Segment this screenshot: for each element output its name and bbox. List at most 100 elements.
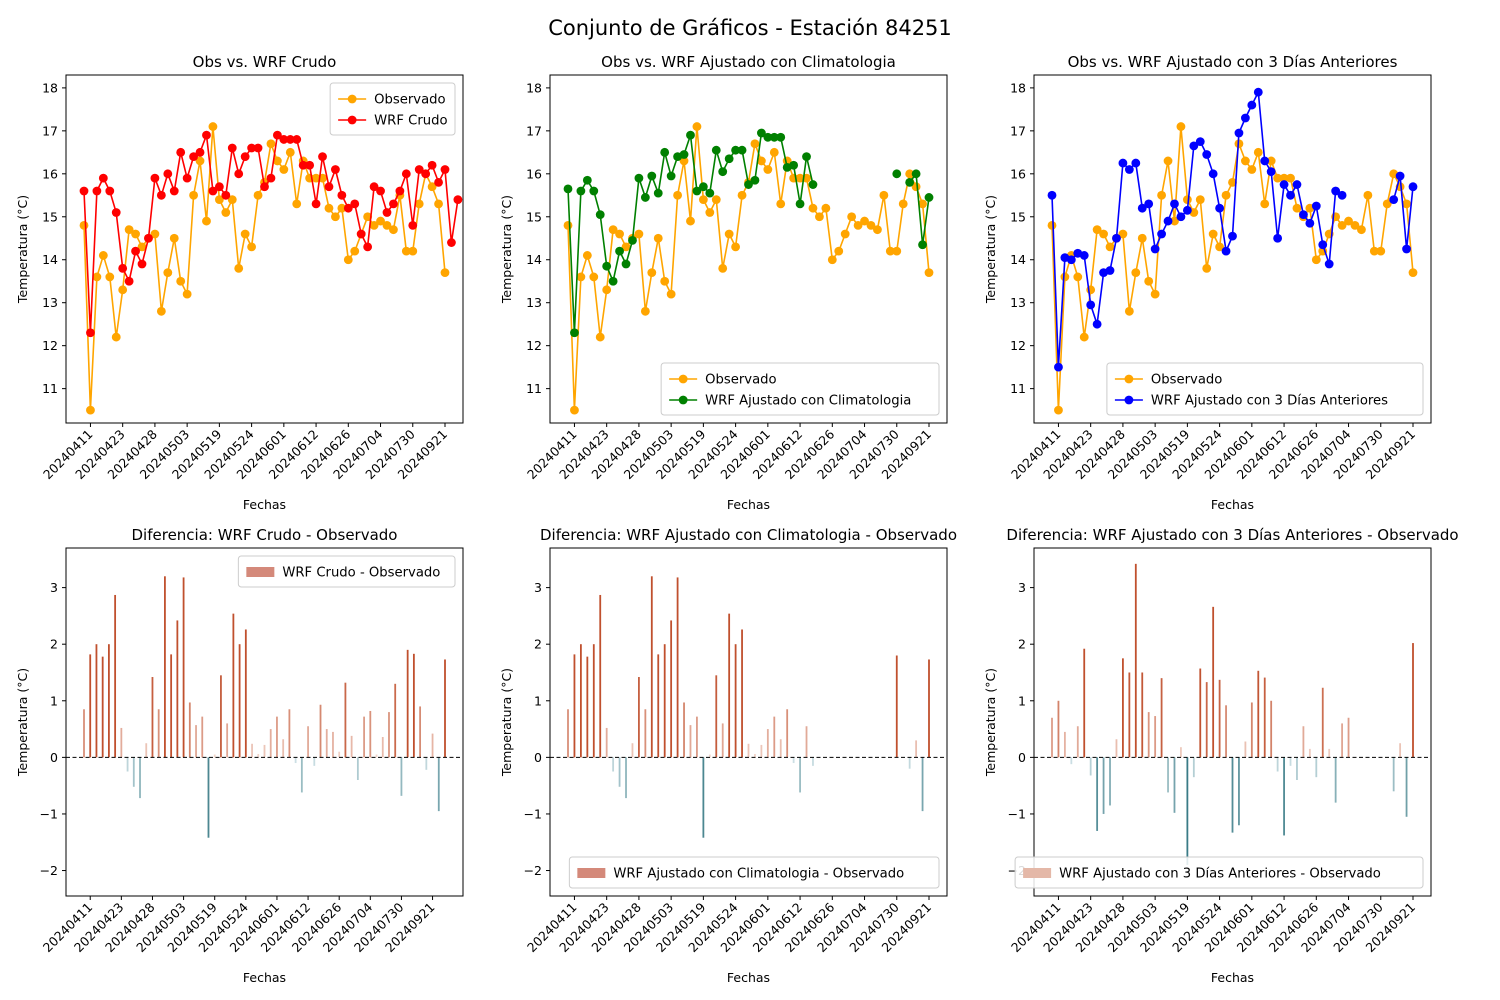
data-point [731,242,741,252]
data-point [1363,190,1373,200]
legend-swatch [246,567,275,577]
data-point [1124,306,1134,316]
data-point [311,199,321,209]
data-point [163,169,173,179]
bar [1180,747,1182,758]
bar [1341,723,1343,758]
bar [599,594,602,758]
data-point [434,199,443,209]
data-point [885,246,895,256]
data-point [879,190,889,200]
data-point [666,171,676,181]
data-point [1092,225,1102,235]
data-point [1215,203,1225,213]
legend: WRF Crudo - Observado [237,555,456,588]
data-point [150,173,160,183]
bar [363,716,365,758]
data-point [576,272,586,282]
data-point [318,152,327,162]
data-point [1131,158,1141,168]
bar [1102,757,1105,814]
data-point [873,225,882,235]
bar [676,577,679,758]
y-tick-label: 18 [42,80,58,95]
data-point [769,132,779,142]
plot-area [65,547,464,897]
legend-marker [678,374,688,384]
bar [1250,702,1253,758]
legend-label: WRF Ajustado con Climatologia [705,394,911,409]
data-point [247,242,257,252]
data-point [1408,268,1418,278]
data-point [750,175,760,185]
series-observed [563,122,934,415]
data-point [221,190,231,200]
bar [1321,687,1324,758]
legend-marker [347,94,357,104]
bar [741,629,743,758]
data-point [350,246,360,256]
data-point [866,220,876,230]
y-tick-label: 13 [42,295,58,310]
data-point [421,169,431,179]
data-point [731,145,741,155]
y-tick-label: 14 [1010,252,1026,267]
data-point [266,173,276,183]
data-point [266,139,276,149]
y-tick-label: 2 [534,637,542,652]
bar [394,683,397,758]
bar [338,751,341,758]
data-point [673,190,682,200]
bar [908,757,911,769]
legend: Observado WRF Crudo [329,82,456,136]
data-point [1131,268,1141,278]
y-tick-label: 17 [526,123,542,138]
y-tick-label: 11 [42,381,58,396]
bar [805,726,808,758]
y-tick-label: 1 [50,693,58,708]
bar [170,654,173,758]
data-point [124,276,134,286]
legend-label: WRF Ajustado con 3 Días Anteriores - Obs… [1059,866,1381,882]
bar [728,613,731,758]
data-point [827,255,837,265]
bar [444,659,446,758]
data-point [1402,199,1411,209]
bar [760,744,763,758]
bar [1283,757,1285,836]
data-point [401,169,411,179]
data-point [1234,128,1244,138]
legend: WRF Ajustado con 3 Días Anteriores - Obs… [1014,856,1424,889]
data-point [692,186,702,196]
legend-label: Observado [374,93,445,108]
bar [381,736,384,758]
y-tick-label: 12 [42,338,58,353]
y-tick-label: 2 [1018,637,1026,652]
data-point [1253,147,1263,157]
bar [307,726,309,758]
data-point [221,208,231,217]
legend-box [660,362,940,416]
data-point [795,199,805,209]
data-point [118,263,128,273]
data-point [653,188,663,198]
data-point [840,229,850,239]
data-point [834,246,844,256]
data-point [234,263,244,273]
data-point [111,208,121,217]
bar [812,757,814,766]
data-point [279,135,289,144]
chart-panel-6: Diferencia: WRF Ajustado con 3 Días Ante… [983,526,1459,985]
y-tick-label: 1 [1018,693,1026,708]
data-point [1047,190,1057,200]
data-point [905,169,915,179]
legend-box [1014,856,1424,889]
legend-marker [1124,395,1134,405]
data-point [1221,190,1231,200]
bar [1405,757,1408,817]
data-point [1208,169,1218,179]
y-tick-label: 14 [526,252,542,267]
data-point [1105,242,1115,252]
data-point [1260,199,1270,209]
y-tick-label: 12 [526,338,542,353]
